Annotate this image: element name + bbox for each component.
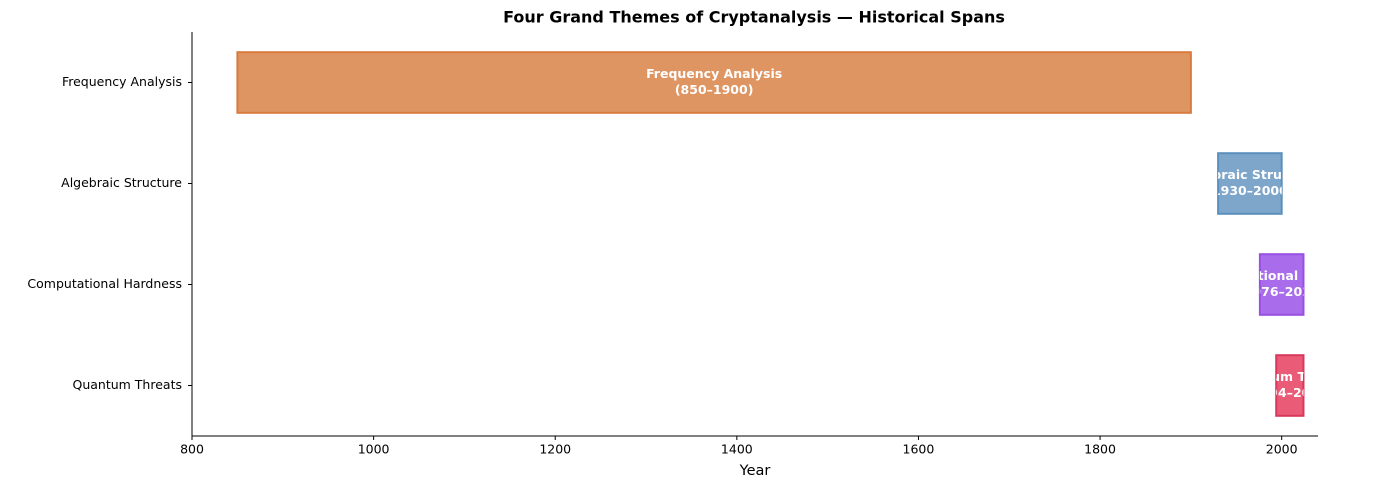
- x-tick-label: 1800: [1084, 442, 1116, 457]
- bar-label: (1930–2000): [1206, 183, 1293, 198]
- y-tick-label: Quantum Threats: [72, 377, 182, 392]
- bar: [236, 51, 1192, 114]
- x-tick-label: 1400: [721, 442, 753, 457]
- bar: [1275, 354, 1305, 417]
- x-tick-label: 2000: [1266, 442, 1298, 457]
- x-tick-label: 1000: [358, 442, 390, 457]
- y-tick-label: Computational Hardness: [27, 276, 182, 291]
- bar: [1217, 152, 1283, 215]
- x-tick-label: 1600: [903, 442, 935, 457]
- bar-label: Frequency Analysis: [646, 66, 782, 81]
- bar-label: (1994–2024): [1246, 385, 1333, 400]
- chart-title: Four Grand Themes of Cryptanalysis — His…: [503, 8, 1005, 27]
- bar: [1258, 253, 1305, 316]
- bar-label: Quantum Threats: [1228, 369, 1351, 384]
- x-tick-label: 1200: [539, 442, 571, 457]
- y-tick-label: Algebraic Structure: [61, 175, 182, 190]
- bar-label: (850–1900): [675, 82, 754, 97]
- y-tick-label: Frequency Analysis: [62, 74, 182, 89]
- bar-label: Algebraic Structure: [1181, 167, 1319, 182]
- bar-label: (1976–2024): [1238, 284, 1325, 299]
- x-axis-label: Year: [739, 463, 771, 479]
- x-tick-label: 800: [180, 442, 204, 457]
- bar-label: Computational Hardness: [1195, 268, 1369, 283]
